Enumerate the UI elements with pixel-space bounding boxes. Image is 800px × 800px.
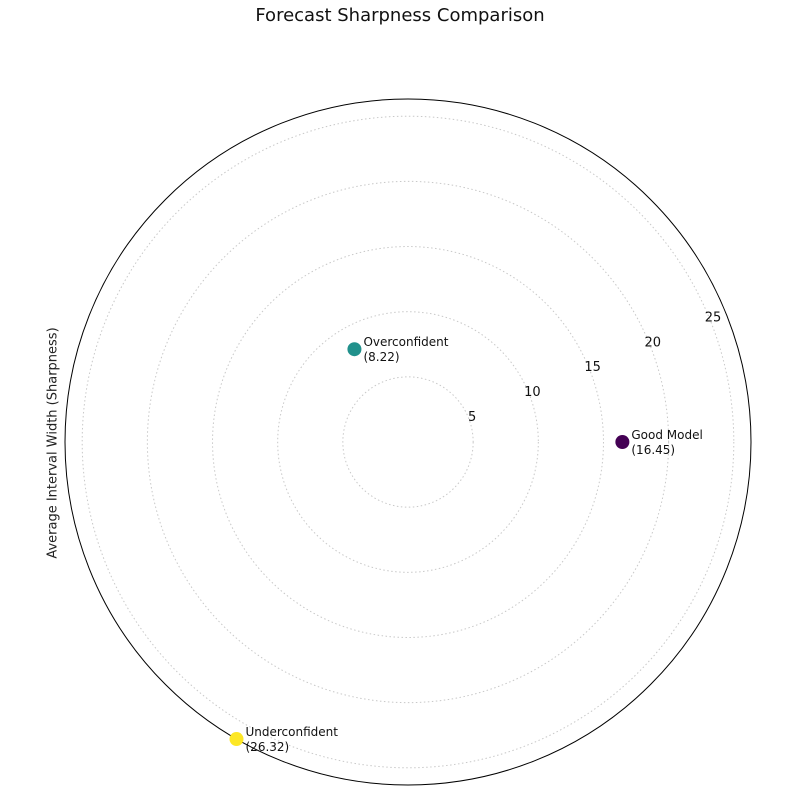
grid-layer — [81, 115, 735, 769]
point-good-model — [615, 435, 630, 449]
r-tick-label-25: 25 — [705, 310, 722, 325]
r-tick-label-15: 15 — [584, 360, 601, 375]
chart-title: Forecast Sharpness Comparison — [255, 5, 545, 26]
point-label-underconfident: Underconfident — [246, 725, 339, 739]
grid-ring-10 — [277, 311, 539, 573]
point-value-label-underconfident: (26.32) — [246, 740, 290, 754]
point-label-good-model: Good Model — [631, 428, 702, 442]
data-points: Good Model(16.45) Overconfident(8.22) Unde… — [229, 335, 703, 754]
point-value-label-overconfident: (8.22) — [363, 350, 399, 364]
point-overconfident — [347, 342, 362, 357]
r-tick-label-5: 5 — [468, 410, 476, 425]
y-axis-label: Average Interval Width (Sharpness) — [45, 327, 61, 559]
point-underconfident — [229, 732, 244, 747]
point-value-label-good-model: (16.45) — [631, 443, 675, 457]
grid-ring-25 — [81, 115, 735, 769]
r-tick-label-10: 10 — [524, 385, 541, 400]
grid-ring-20 — [146, 180, 670, 704]
polar-frame — [64, 98, 752, 786]
grid-ring-5 — [342, 376, 474, 508]
r-tick-label-20: 20 — [645, 335, 662, 350]
point-label-overconfident: Overconfident — [363, 335, 448, 349]
grid-ring-15 — [212, 246, 604, 638]
radial-tick-labels: 5 10 15 20 25 — [468, 310, 721, 425]
